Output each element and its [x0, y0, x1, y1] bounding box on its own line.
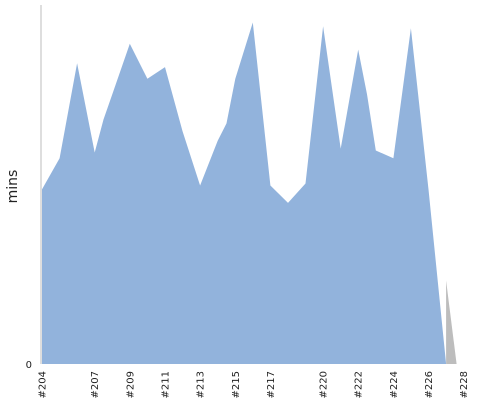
x-tick-label: #224 — [389, 371, 400, 398]
x-tick-label: #213 — [196, 371, 207, 398]
y-axis-label: mins — [5, 170, 21, 204]
x-tick-label: #209 — [125, 371, 136, 398]
x-tick-label: #207 — [90, 371, 101, 398]
area-series-group — [42, 22, 457, 364]
x-tick-label: #226 — [424, 371, 435, 398]
y-tick-label-0: 0 — [26, 360, 32, 371]
x-tick-label: #211 — [161, 371, 172, 398]
x-axis-tick-labels: #204 #207 #209 #211 #213 #215 #217 #220 #222 #224… — [38, 371, 471, 398]
x-tick-label: #222 — [354, 371, 365, 398]
x-tick-label: #204 — [38, 371, 49, 398]
x-tick-label: #220 — [319, 371, 330, 398]
area-series-0 — [42, 22, 447, 364]
x-tick-label: #228 — [459, 371, 470, 398]
area-series-1 — [446, 280, 457, 364]
x-tick-label: #217 — [266, 371, 277, 398]
x-tick-label: #215 — [231, 371, 242, 398]
